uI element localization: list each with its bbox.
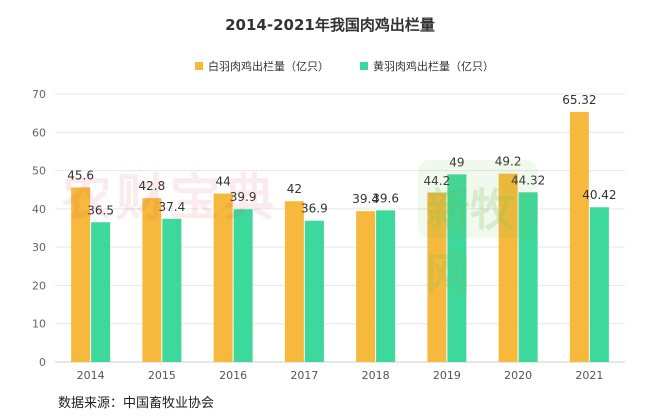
- y-tick-label: 20: [32, 279, 46, 292]
- legend-swatch: [360, 62, 368, 70]
- data-label: 44.32: [511, 173, 545, 187]
- bar-yellow-feather-2020: [518, 192, 538, 362]
- bar-yellow-feather-2021: [589, 207, 609, 362]
- bar-yellow-feather-2017: [304, 220, 324, 362]
- bar-white-feather-2016: [213, 193, 233, 362]
- bar-yellow-feather-2016: [233, 209, 253, 362]
- data-label: 39.9: [230, 190, 257, 204]
- y-tick-label: 30: [32, 241, 46, 254]
- data-label: 42.8: [139, 179, 166, 193]
- bar-yellow-feather-2015: [162, 218, 182, 362]
- data-label: 37.4: [159, 200, 186, 214]
- data-label: 45.6: [67, 168, 94, 182]
- data-label: 49.2: [495, 155, 522, 169]
- data-label: 65.32: [562, 93, 596, 107]
- bar-yellow-feather-2019: [447, 174, 467, 362]
- data-label: 36.5: [87, 203, 114, 217]
- source-note: 数据来源：中国畜牧业协会: [58, 396, 215, 411]
- y-tick-label: 0: [39, 356, 46, 369]
- bar-white-feather-2018: [356, 211, 376, 362]
- bar-yellow-feather-2018: [376, 210, 396, 362]
- x-tick-label: 2014: [77, 369, 105, 382]
- bar-white-feather-2019: [427, 192, 447, 362]
- x-tick-label: 2017: [290, 369, 318, 382]
- x-tick-label: 2018: [362, 369, 390, 382]
- y-tick-label: 10: [32, 318, 46, 331]
- legend-swatch: [195, 62, 203, 70]
- x-tick-label: 2021: [575, 369, 603, 382]
- legend-label: 黄羽肉鸡出栏量（亿只）: [373, 59, 494, 73]
- data-label: 42: [287, 182, 302, 196]
- bars: [71, 111, 609, 362]
- x-axis: 2014 2015 2016 2017 2018 2019 2020 2021: [77, 369, 604, 382]
- legend: 白羽肉鸡出栏量（亿只） 黄羽肉鸡出栏量（亿只）: [195, 59, 494, 73]
- x-tick-label: 2016: [219, 369, 247, 382]
- bar-white-feather-2021: [569, 111, 589, 362]
- bar-white-feather-2015: [142, 198, 162, 362]
- data-label: 39.4: [352, 192, 379, 206]
- data-label: 44.2: [424, 174, 451, 188]
- grid: [55, 93, 625, 363]
- data-label: 36.9: [301, 202, 328, 216]
- bar-white-feather-2014: [71, 187, 91, 362]
- data-label: 44: [215, 175, 230, 189]
- data-label: 49: [449, 155, 464, 169]
- x-tick-label: 2015: [148, 369, 176, 382]
- data-label: 40.42: [582, 188, 616, 202]
- y-axis: 0 10 20 30 40 50 60 70: [32, 88, 46, 369]
- legend-label: 白羽肉鸡出栏量（亿只）: [208, 59, 329, 73]
- bar-white-feather-2020: [498, 173, 518, 362]
- data-label: 39.6: [372, 191, 399, 205]
- y-tick-label: 60: [32, 126, 46, 139]
- y-tick-label: 50: [32, 165, 46, 178]
- bar-white-feather-2017: [284, 201, 304, 362]
- x-tick-label: 2020: [504, 369, 532, 382]
- y-tick-label: 40: [32, 203, 46, 216]
- bar-yellow-feather-2014: [91, 222, 111, 362]
- chart-title: 2014-2021年我国肉鸡出栏量: [225, 16, 435, 34]
- y-tick-label: 70: [32, 88, 46, 101]
- x-tick-label: 2019: [433, 369, 461, 382]
